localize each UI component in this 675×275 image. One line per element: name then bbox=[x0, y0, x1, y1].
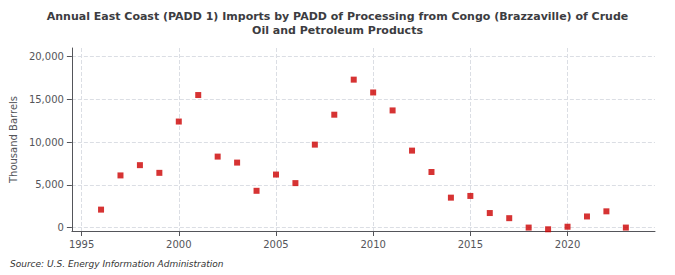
svg-text:Thousand Barrels: Thousand Barrels bbox=[8, 96, 19, 184]
svg-text:0: 0 bbox=[58, 222, 64, 233]
svg-text:2015: 2015 bbox=[458, 239, 483, 250]
svg-text:2010: 2010 bbox=[360, 239, 385, 250]
svg-text:2000: 2000 bbox=[166, 239, 191, 250]
svg-text:15,000: 15,000 bbox=[29, 94, 64, 105]
svg-text:5,000: 5,000 bbox=[35, 179, 64, 190]
svg-text:2020: 2020 bbox=[555, 239, 580, 250]
svg-text:10,000: 10,000 bbox=[29, 137, 64, 148]
svg-text:Source: U.S. Energy Informatio: Source: U.S. Energy Information Administ… bbox=[10, 259, 224, 269]
svg-text:2005: 2005 bbox=[263, 239, 288, 250]
svg-text:1995: 1995 bbox=[69, 239, 94, 250]
svg-text:Oil and Petroleum Products: Oil and Petroleum Products bbox=[252, 24, 423, 37]
svg-text:20,000: 20,000 bbox=[29, 51, 64, 62]
svg-text:Annual East Coast (PADD 1) Imp: Annual East Coast (PADD 1) Imports by PA… bbox=[47, 10, 629, 23]
